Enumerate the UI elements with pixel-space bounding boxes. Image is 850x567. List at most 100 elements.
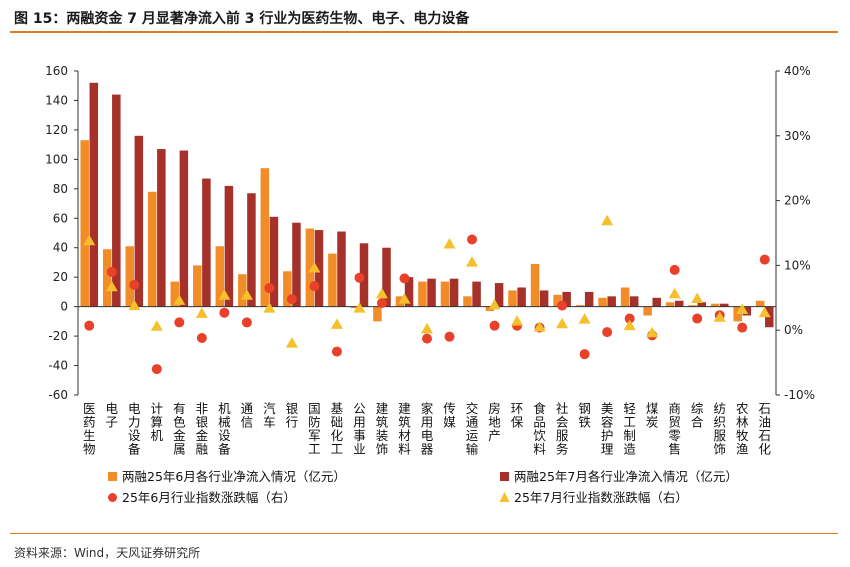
dot-june-return-15 xyxy=(399,273,410,284)
dot-june-return-23 xyxy=(579,349,590,360)
legend-label: 25年6月行业指数涨跌幅（右） xyxy=(122,490,296,505)
y-left-tick-label: 60 xyxy=(53,211,68,225)
bar-june-18 xyxy=(463,296,472,307)
bar-june-23 xyxy=(575,305,585,307)
dot-june-return-30 xyxy=(737,322,748,333)
triangle-july-return-30 xyxy=(736,303,749,314)
y-left-tick-label: -60 xyxy=(48,388,68,402)
dot-june-return-25 xyxy=(624,313,635,324)
triangle-july-return-24 xyxy=(601,214,614,226)
bar-june-11 xyxy=(305,228,315,307)
category-label: 家用电器 xyxy=(421,401,434,457)
triangle-july-return-26 xyxy=(646,326,659,338)
triangle-july-return-27 xyxy=(668,287,681,299)
category-label: 环保 xyxy=(511,401,524,430)
category-label: 石油石化 xyxy=(758,401,771,457)
bar-july-27 xyxy=(674,300,684,307)
category-label: 银行 xyxy=(286,401,299,430)
dot-june-return-19 xyxy=(489,320,500,331)
category-label: 电子 xyxy=(106,401,119,430)
legend-swatch-june-dot xyxy=(108,493,117,502)
y-left-tick-label: 40 xyxy=(53,241,68,255)
dot-june-return-12 xyxy=(331,346,342,357)
bar-july-13 xyxy=(359,243,369,307)
dot-june-return-18 xyxy=(467,234,478,245)
y-left-tick-label: 20 xyxy=(53,270,68,284)
category-label: 钢铁 xyxy=(578,401,591,430)
triangle-july-return-8 xyxy=(240,289,253,300)
triangle-july-return-20 xyxy=(511,315,524,326)
bar-june-12 xyxy=(328,253,337,307)
dot-june-return-27 xyxy=(669,264,680,275)
category-label: 建筑装饰 xyxy=(376,401,389,457)
source-note: 资料来源：Wind，天风证券研究所 xyxy=(14,546,201,560)
bar-june-22 xyxy=(553,294,562,307)
category-label: 公用事业 xyxy=(353,401,366,457)
category-label: 社会服务 xyxy=(556,401,569,457)
bar-july-22 xyxy=(562,291,571,307)
category-label: 煤炭 xyxy=(646,401,659,430)
legend-swatch-july-triangle xyxy=(499,492,510,502)
y-left-tick-label: 0 xyxy=(60,300,68,314)
dot-june-return-24 xyxy=(602,327,613,338)
y-left-tick-label: 120 xyxy=(45,123,68,137)
triangle-july-return-16 xyxy=(421,322,433,334)
category-label: 房地产 xyxy=(488,401,501,443)
bar-july-14 xyxy=(382,247,391,307)
bar-june-28 xyxy=(688,305,697,307)
y-left-tick-label: -20 xyxy=(48,329,68,343)
bar-july-2 xyxy=(112,94,121,307)
triangle-july-return-4 xyxy=(150,320,163,331)
y-right-tick-label: 10% xyxy=(784,258,811,272)
bar-july-18 xyxy=(472,281,481,307)
triangle-july-return-1 xyxy=(83,234,96,246)
bar-june-21 xyxy=(530,263,540,307)
bar-june-30 xyxy=(733,306,742,322)
category-label: 汽车 xyxy=(263,401,276,430)
category-label: 食品饮料 xyxy=(533,401,546,457)
figure-title: 图 15：两融资金 7 月显著净流入前 3 行业为医药生物、电子、电力设备 xyxy=(14,11,470,27)
legend-swatch-june-bar xyxy=(108,472,117,481)
bar-july-23 xyxy=(584,291,594,307)
dot-june-return-22 xyxy=(557,300,568,311)
category-label: 基础化工 xyxy=(331,401,344,457)
bar-june-20 xyxy=(508,290,517,307)
dot-june-return-10 xyxy=(286,294,297,305)
bar-july-25 xyxy=(629,296,639,307)
bar-june-17 xyxy=(440,281,450,307)
y-right-tick-label: 0% xyxy=(784,323,803,337)
triangle-july-return-7 xyxy=(218,289,231,300)
triangle-july-return-21 xyxy=(533,320,546,332)
triangle-july-return-19 xyxy=(488,298,501,310)
category-label: 建筑材料 xyxy=(398,401,411,457)
bar-june-5 xyxy=(170,281,180,307)
bar-june-29 xyxy=(710,303,720,307)
bar-july-16 xyxy=(427,278,436,307)
bar-july-8 xyxy=(247,193,256,307)
bar-july-3 xyxy=(134,135,144,307)
category-label: 有色金属 xyxy=(173,401,186,457)
y-right-tick-label: 20% xyxy=(784,194,811,208)
y-left-tick-label: -40 xyxy=(48,359,68,373)
bar-june-16 xyxy=(418,281,427,307)
triangle-july-return-29 xyxy=(713,311,726,322)
dot-june-return-2 xyxy=(106,266,117,277)
triangle-july-return-12 xyxy=(330,318,343,329)
dot-june-return-4 xyxy=(151,364,162,375)
y-left-tick-label: 80 xyxy=(53,182,68,196)
y-right-tick-label: 40% xyxy=(784,64,811,78)
triangle-july-return-23 xyxy=(578,313,591,324)
triangle-july-return-28 xyxy=(691,292,704,303)
category-label: 电力设备 xyxy=(128,401,141,457)
legend-swatch-july-bar xyxy=(500,472,509,481)
bar-june-27 xyxy=(665,302,675,307)
dot-june-return-31 xyxy=(759,254,770,265)
category-label: 非银金融 xyxy=(196,401,209,457)
bar-july-19 xyxy=(494,283,504,307)
bar-june-2 xyxy=(102,249,112,307)
category-label: 农林牧渔 xyxy=(736,401,749,457)
dot-june-return-28 xyxy=(692,313,703,324)
bar-july-12 xyxy=(337,231,346,307)
category-label: 美容护理 xyxy=(601,401,614,457)
bar-july-1 xyxy=(89,82,99,307)
